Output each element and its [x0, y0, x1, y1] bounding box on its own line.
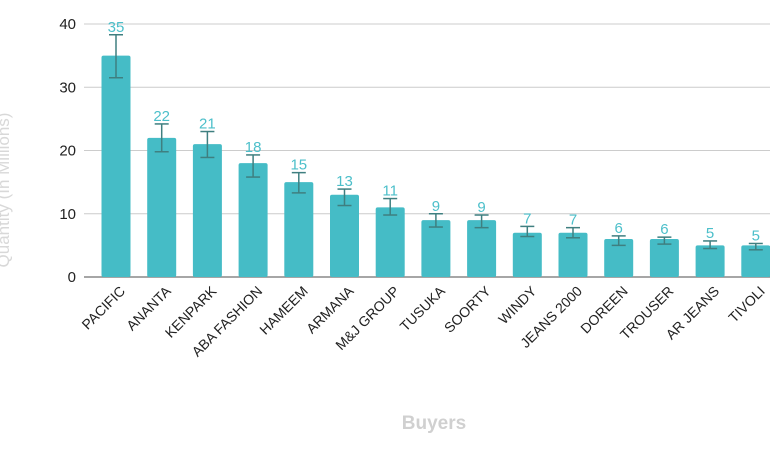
data-label: 5: [752, 227, 760, 244]
data-label: 6: [660, 221, 668, 238]
y-axis-title: Quantity (In Millions): [0, 113, 13, 268]
data-label: 22: [153, 108, 170, 125]
bar: [238, 163, 268, 277]
y-tick-label: 40: [59, 16, 76, 33]
y-tick-label: 10: [59, 206, 76, 223]
bar: [101, 55, 131, 277]
bar: [192, 144, 222, 277]
bar: [512, 232, 542, 277]
x-tick-label: PACIFIC: [78, 283, 128, 333]
y-axis-ticks: 0 10 20 30 40: [59, 16, 76, 286]
data-label: 7: [569, 212, 577, 229]
error-bars: [109, 34, 763, 251]
x-tick-label: TUSUKA: [397, 282, 449, 334]
bar: [741, 245, 770, 277]
data-labels: 35 22 21 18 15 13 11 9 9 7 7 6 6 5 5: [108, 19, 760, 245]
y-tick-label: 20: [59, 143, 76, 160]
bar: [695, 245, 725, 277]
data-label: 13: [336, 173, 353, 190]
bar: [147, 137, 177, 277]
data-label: 21: [199, 116, 216, 133]
x-tick-label: SOORTY: [441, 282, 494, 335]
y-tick-label: 0: [68, 269, 76, 286]
data-label: 7: [523, 210, 531, 227]
data-label: 35: [108, 19, 125, 36]
x-tick-label: WINDY: [495, 282, 540, 327]
data-label: 11: [382, 183, 398, 200]
data-label: 15: [290, 157, 307, 174]
y-tick-label: 30: [59, 79, 76, 96]
bar: [649, 239, 679, 277]
data-label: 9: [432, 198, 440, 215]
bar: [558, 232, 588, 277]
bar: [375, 207, 405, 277]
bar: [604, 239, 634, 277]
x-tick-label: HAMEEM: [256, 283, 311, 338]
x-axis-title: Buyers: [402, 413, 466, 434]
bar: [421, 220, 451, 277]
bars: [101, 55, 770, 277]
x-tick-label: TIVOLI: [725, 283, 768, 326]
bar: [467, 220, 497, 277]
data-label: 6: [615, 220, 623, 237]
bar: [284, 182, 314, 277]
data-label: 18: [245, 139, 262, 156]
bar: [330, 194, 359, 277]
data-label: 5: [706, 225, 714, 242]
data-label: 9: [477, 199, 485, 216]
